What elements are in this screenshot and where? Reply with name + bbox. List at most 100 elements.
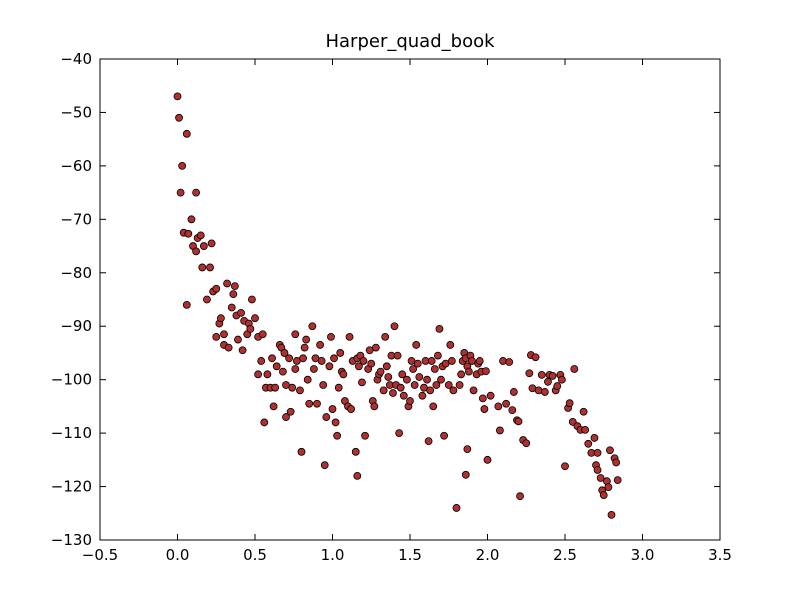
point [444, 381, 453, 389]
point [254, 370, 263, 379]
point [382, 362, 391, 371]
point [565, 399, 574, 408]
point [537, 370, 546, 379]
point [384, 373, 393, 381]
point [359, 357, 368, 365]
x-tick-label: −0.5 [82, 546, 118, 564]
point [410, 381, 419, 389]
point [415, 373, 424, 381]
plot-frame [99, 58, 721, 541]
point [313, 399, 321, 408]
point [430, 365, 439, 373]
point [206, 263, 214, 272]
point [612, 458, 621, 467]
point [280, 349, 289, 357]
point [590, 434, 599, 442]
point [238, 346, 247, 355]
y-tick-label: −40 [60, 50, 92, 68]
point [389, 389, 397, 397]
point [514, 417, 523, 426]
point [599, 491, 608, 500]
point [607, 510, 616, 519]
point [234, 335, 242, 344]
point [440, 431, 449, 440]
point [345, 333, 354, 341]
point [300, 343, 309, 352]
point [413, 359, 422, 368]
point [263, 370, 272, 379]
point [613, 476, 622, 485]
point [331, 418, 340, 427]
point [173, 92, 182, 101]
x-tick-label: 2.5 [553, 546, 577, 564]
point [548, 372, 557, 380]
point [396, 383, 405, 392]
point [175, 113, 183, 122]
y-tick-label: −60 [60, 157, 92, 175]
point [291, 330, 300, 339]
y-tick-label: −90 [60, 317, 92, 335]
point [358, 378, 366, 387]
point [461, 470, 470, 479]
point [402, 375, 411, 384]
point [409, 365, 418, 373]
point [351, 447, 360, 456]
point [412, 341, 421, 349]
point [486, 391, 495, 400]
point [367, 359, 376, 368]
point [376, 367, 385, 376]
point [320, 461, 329, 470]
point [502, 399, 511, 408]
point [224, 343, 233, 352]
point [435, 324, 444, 333]
point [390, 322, 399, 331]
point [339, 370, 348, 379]
point [516, 492, 524, 501]
point [579, 407, 588, 416]
chart-title: Harper_quad_book [325, 31, 495, 52]
point [464, 367, 473, 376]
point [370, 402, 379, 411]
point [449, 386, 458, 395]
point [606, 446, 614, 455]
point [406, 397, 414, 405]
point [452, 504, 461, 512]
point [457, 370, 466, 379]
x-tick-label: 2.0 [476, 546, 500, 564]
point [424, 437, 433, 446]
point [433, 351, 442, 360]
point [478, 394, 487, 403]
point [429, 402, 438, 411]
point [463, 445, 472, 454]
point [328, 405, 337, 413]
point [336, 349, 345, 357]
point [309, 365, 318, 373]
point [247, 295, 256, 304]
point [525, 369, 534, 378]
point [308, 322, 317, 331]
point [480, 405, 489, 413]
point [495, 426, 504, 435]
point [426, 386, 435, 395]
x-tick-label: 0.5 [243, 546, 267, 564]
point [286, 407, 295, 416]
point [258, 330, 267, 339]
point [395, 429, 404, 438]
point [297, 447, 306, 456]
point [596, 474, 605, 482]
point [227, 303, 236, 312]
point [371, 343, 380, 352]
point [593, 466, 602, 474]
point [207, 239, 216, 248]
point [319, 381, 328, 389]
point [251, 314, 259, 323]
point [347, 405, 356, 413]
point [305, 399, 314, 408]
point [522, 439, 531, 448]
point [432, 381, 441, 389]
x-tick-label: 1.0 [321, 546, 345, 564]
point [196, 231, 205, 240]
point [325, 362, 334, 371]
point [558, 375, 566, 384]
